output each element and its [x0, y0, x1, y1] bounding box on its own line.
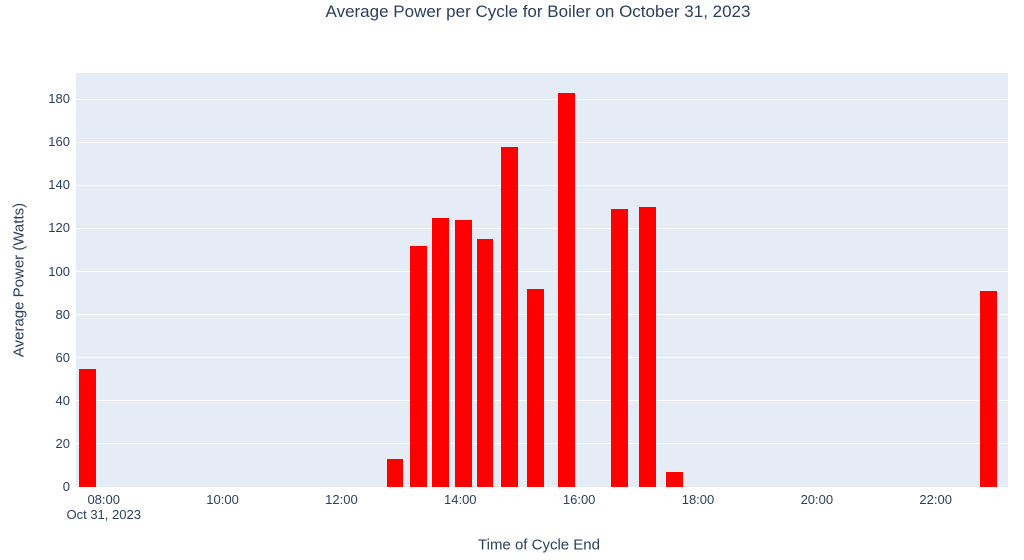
x-axis-date-label: Oct 31, 2023	[66, 507, 141, 522]
y-tick-label: 40	[55, 392, 70, 408]
bar[interactable]	[454, 219, 472, 487]
bar[interactable]	[410, 245, 428, 487]
y-tick-label: 0	[62, 479, 70, 494]
x-tick-label: 20:00	[800, 492, 834, 507]
bar[interactable]	[501, 146, 519, 487]
bar[interactable]	[386, 459, 404, 487]
y-tick-label: 140	[48, 177, 70, 193]
x-tick-label: 10:00	[206, 492, 239, 507]
x-tick-label: 22:00	[919, 492, 952, 507]
gridline	[76, 141, 1008, 143]
y-tick-label: 100	[48, 263, 70, 279]
gridline	[76, 271, 1008, 273]
chart-title: Average Power per Cycle for Boiler on Oc…	[325, 2, 751, 21]
gridline	[76, 184, 1008, 186]
x-axis-title: Time of Cycle End	[478, 536, 600, 554]
bar[interactable]	[79, 368, 97, 487]
x-tick-label: 16:00	[562, 492, 596, 507]
bar[interactable]	[557, 92, 575, 487]
x-tick-label: 18:00	[681, 492, 715, 507]
bar[interactable]	[665, 471, 683, 487]
y-tick-label: 60	[55, 349, 70, 365]
y-tick-label: 20	[55, 435, 70, 451]
bar[interactable]	[979, 290, 997, 487]
y-tick-label: 180	[48, 91, 70, 107]
y-tick-label: 120	[48, 220, 70, 236]
bar[interactable]	[639, 206, 656, 487]
gridline	[76, 98, 1008, 100]
x-tick-label: 08:00	[87, 492, 120, 507]
x-tick-label: 14:00	[444, 492, 477, 507]
y-tick-label: 160	[48, 134, 70, 150]
bar[interactable]	[476, 239, 494, 487]
x-tick-label: 12:00	[325, 492, 358, 507]
gridline	[76, 227, 1008, 229]
y-tick-label: 80	[55, 306, 70, 322]
bar[interactable]	[527, 288, 544, 487]
plot-area	[76, 73, 1008, 487]
bar[interactable]	[432, 217, 449, 487]
bar[interactable]	[611, 209, 629, 487]
